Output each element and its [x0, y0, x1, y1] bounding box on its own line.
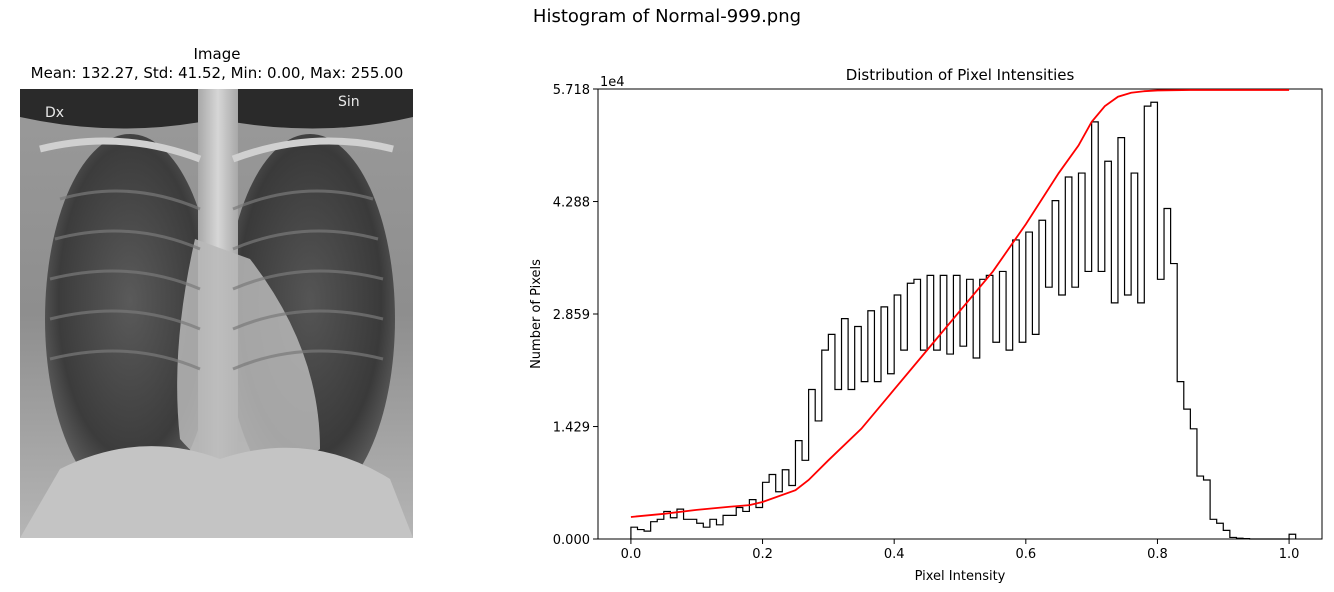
y-axis-ticks: 0.000 1.429 2.859 4.288 5.718 [553, 83, 598, 548]
x-axis-label: Pixel Intensity [915, 569, 1006, 584]
xray-label-dx: Dx [45, 105, 64, 121]
xray-label-sin: Sin [338, 94, 360, 110]
x-tick-label: 0.8 [1147, 547, 1168, 562]
y-tick-label: 1.429 [553, 421, 590, 436]
cumulative-line [630, 89, 1290, 518]
x-axis-ticks: 0.0 0.2 0.4 0.6 0.8 1.0 [621, 539, 1300, 562]
histogram-step-line [630, 101, 1297, 540]
y-tick-label: 4.288 [553, 196, 590, 211]
y-tick-label: 5.718 [553, 83, 590, 98]
x-tick-label: 1.0 [1279, 547, 1300, 562]
x-tick-label: 0.2 [752, 547, 773, 562]
y-tick-label: 2.859 [553, 308, 590, 323]
x-tick-label: 0.0 [621, 547, 642, 562]
y-tick-label: 0.000 [553, 533, 590, 548]
image-panel-title: Image [193, 45, 241, 63]
y-axis-label: Number of Pixels [529, 259, 544, 369]
chart-title: Distribution of Pixel Intensities [845, 66, 1075, 84]
figure-suptitle: Histogram of Normal-999.png [532, 6, 802, 27]
image-stats-line: Mean: 132.27, Std: 41.52, Min: 0.00, Max… [30, 64, 404, 82]
x-tick-label: 0.4 [884, 547, 905, 562]
x-tick-label: 0.6 [1015, 547, 1036, 562]
y-scale-multiplier: 1e4 [600, 75, 625, 90]
chest-xray-image: Dx Sin [20, 89, 413, 538]
